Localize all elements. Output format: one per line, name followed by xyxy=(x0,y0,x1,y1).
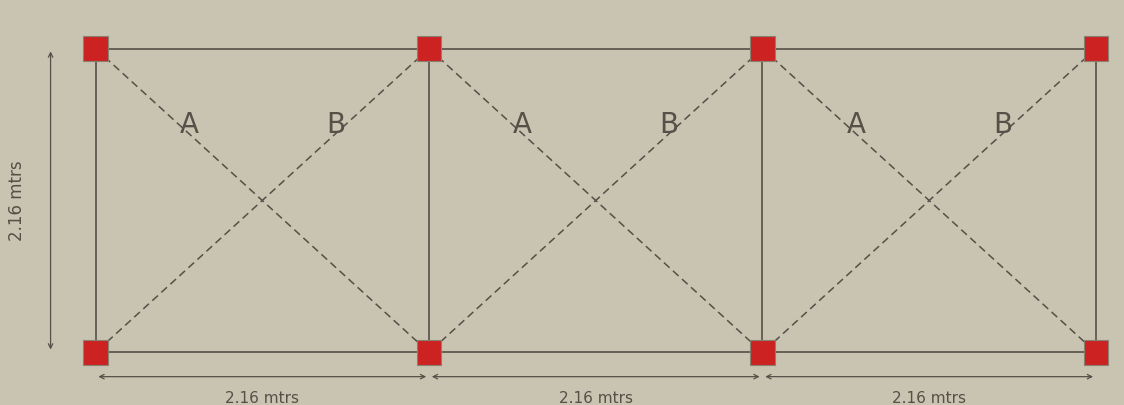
Bar xyxy=(1084,340,1108,365)
Bar xyxy=(417,340,442,365)
Bar xyxy=(1084,36,1108,61)
Bar xyxy=(750,36,774,61)
Text: 2.16 mtrs: 2.16 mtrs xyxy=(8,160,26,241)
Text: A: A xyxy=(180,111,199,139)
Bar xyxy=(750,340,774,365)
Bar xyxy=(417,36,442,61)
Bar xyxy=(96,49,1096,352)
Text: B: B xyxy=(992,111,1012,139)
Text: A: A xyxy=(846,111,865,139)
Text: 2.16 mtrs: 2.16 mtrs xyxy=(892,391,967,405)
Bar xyxy=(83,36,108,61)
Text: B: B xyxy=(326,111,345,139)
Text: 2.16 mtrs: 2.16 mtrs xyxy=(225,391,299,405)
Text: A: A xyxy=(513,111,532,139)
Bar xyxy=(83,340,108,365)
Text: 2.16 mtrs: 2.16 mtrs xyxy=(559,391,633,405)
Text: B: B xyxy=(660,111,679,139)
